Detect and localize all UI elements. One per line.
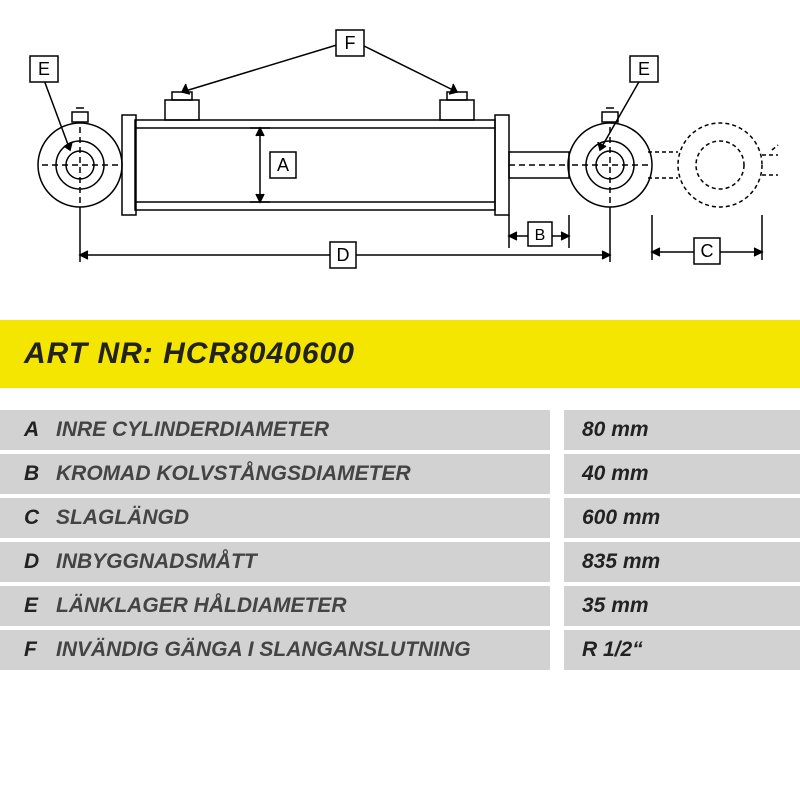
- spec-label: DINBYGGNADSMÅTT: [0, 542, 550, 582]
- spec-value: 35 mm: [564, 586, 800, 626]
- spec-letter: D: [24, 550, 56, 574]
- spec-label: ELÄNKLAGER HÅLDIAMETER: [0, 586, 550, 626]
- spec-label: FINVÄNDIG GÄNGA I SLANGANSLUTNING: [0, 630, 550, 670]
- leader-F: [182, 44, 457, 94]
- spec-value: 835 mm: [564, 542, 800, 582]
- article-number-bar: ART NR: HCR8040600: [0, 320, 800, 388]
- spec-label: CSLAGLÄNGD: [0, 498, 550, 538]
- spec-label-text: KROMAD KOLVSTÅNGSDIAMETER: [56, 462, 411, 486]
- spec-label-text: INVÄNDIG GÄNGA I SLANGANSLUTNING: [56, 638, 471, 662]
- spec-letter: E: [24, 594, 56, 618]
- spec-value: R 1/2“: [564, 630, 800, 670]
- label-B: B: [535, 227, 546, 244]
- left-eye: [38, 108, 122, 207]
- spec-row: ELÄNKLAGER HÅLDIAMETER 35 mm: [0, 586, 800, 626]
- spec-row: DINBYGGNADSMÅTT 835 mm: [0, 542, 800, 582]
- spec-row: FINVÄNDIG GÄNGA I SLANGANSLUTNING R 1/2“: [0, 630, 800, 670]
- right-eye: [568, 108, 652, 207]
- spec-label-text: LÄNKLAGER HÅLDIAMETER: [56, 594, 346, 618]
- spec-value: 600 mm: [564, 498, 800, 538]
- leader-E-right: [598, 80, 640, 150]
- piston-rod: [509, 152, 569, 178]
- ports: [165, 92, 474, 120]
- spec-label: AINRE CYLINDERDIAMETER: [0, 410, 550, 450]
- spec-letter: F: [24, 638, 56, 662]
- label-E-right: E: [638, 59, 650, 79]
- art-nr-value: HCR8040600: [163, 337, 355, 370]
- spec-letter: C: [24, 506, 56, 530]
- cylinder-body: [122, 115, 509, 215]
- label-E-left: E: [38, 59, 50, 79]
- spec-row: CSLAGLÄNGD 600 mm: [0, 498, 800, 538]
- spec-row: BKROMAD KOLVSTÅNGSDIAMETER 40 mm: [0, 454, 800, 494]
- label-F: F: [345, 33, 356, 53]
- spec-value: 40 mm: [564, 454, 800, 494]
- label-A: A: [277, 155, 289, 175]
- spec-label-text: INRE CYLINDERDIAMETER: [56, 418, 329, 442]
- dim-A: [250, 128, 270, 202]
- leader-E-left: [44, 80, 72, 150]
- spec-value: 80 mm: [564, 410, 800, 450]
- label-C: C: [701, 241, 714, 261]
- spec-letter: B: [24, 462, 56, 486]
- spec-letter: A: [24, 418, 56, 442]
- spec-table: AINRE CYLINDERDIAMETER80 mmBKROMAD KOLVS…: [0, 410, 800, 674]
- spec-label-text: SLAGLÄNGD: [56, 506, 189, 530]
- spec-label: BKROMAD KOLVSTÅNGSDIAMETER: [0, 454, 550, 494]
- art-nr-prefix: ART NR:: [24, 337, 154, 370]
- technical-drawing: E F E A D B C: [0, 0, 800, 310]
- article-number-text: ART NR: HCR8040600: [24, 337, 355, 371]
- phantom-eye: [648, 123, 778, 207]
- cylinder-diagram-svg: E F E A D B C: [0, 0, 800, 310]
- label-D: D: [337, 245, 350, 265]
- spec-label-text: INBYGGNADSMÅTT: [56, 550, 257, 574]
- spec-row: AINRE CYLINDERDIAMETER 80 mm: [0, 410, 800, 450]
- label-letters: E F E A D B C: [38, 33, 714, 265]
- label-boxes: [30, 30, 720, 268]
